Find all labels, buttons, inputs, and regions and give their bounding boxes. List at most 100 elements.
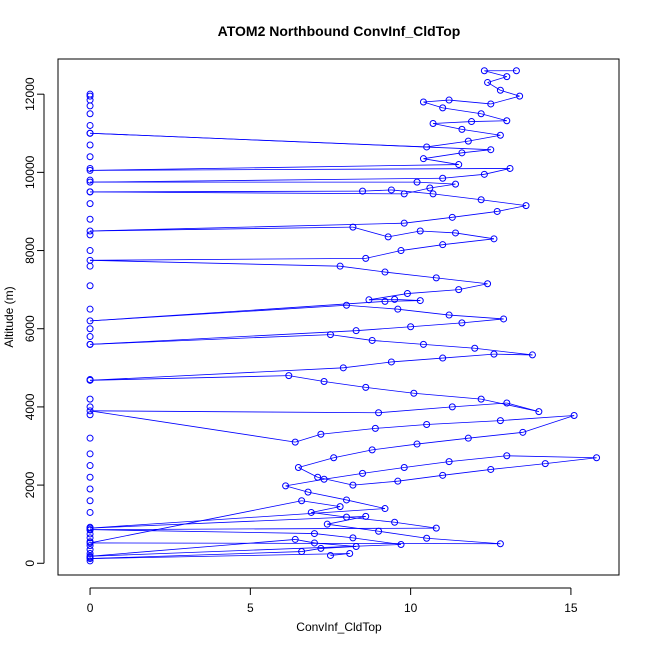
data-point (480, 170, 488, 178)
series-segment (432, 123, 462, 130)
series-segment (378, 530, 427, 539)
data-point (86, 552, 94, 560)
data-point (291, 535, 299, 543)
data-point (464, 434, 472, 442)
series-segment (90, 515, 366, 529)
data-point (519, 428, 527, 436)
zero-column-point (86, 164, 94, 172)
series-segment (404, 187, 430, 195)
x-tick-label: 0 (87, 601, 94, 615)
y-tick-label: 2000 (23, 471, 37, 498)
data-point (413, 440, 421, 448)
zero-column-point (86, 121, 94, 129)
data-point (522, 202, 530, 210)
data-point (394, 477, 402, 485)
data-point (496, 86, 504, 94)
data-point (593, 454, 601, 462)
data-point (330, 454, 338, 462)
data-point (391, 295, 399, 303)
data-point (339, 364, 347, 372)
series-segment (442, 469, 491, 476)
series-segment (449, 314, 504, 320)
data-point (452, 229, 460, 237)
data-point (285, 372, 293, 380)
series-segment (455, 232, 495, 240)
data-point (448, 213, 456, 221)
x-tick-label: 10 (404, 601, 418, 615)
data-point (487, 146, 495, 154)
data-point (484, 280, 492, 288)
zero-column-point (86, 403, 94, 411)
series-segment (90, 164, 459, 171)
data-point (490, 235, 498, 243)
data-point (528, 351, 536, 359)
y-tick-label: 4000 (23, 393, 37, 420)
x-axis: 0 5 10 15 (87, 587, 578, 615)
series-segment (461, 149, 491, 154)
zero-column-point (86, 450, 94, 458)
data-point (320, 378, 328, 385)
plot-area (86, 67, 601, 565)
data-point (86, 376, 94, 384)
data-point (512, 67, 520, 75)
series-segment (90, 508, 386, 529)
data-point (346, 550, 354, 557)
data-point (397, 247, 405, 255)
series-segment (400, 244, 443, 251)
series-segment (442, 107, 482, 115)
data-point (464, 137, 472, 145)
series-segment (490, 463, 546, 470)
data-point (343, 301, 351, 309)
series-segment (314, 533, 353, 539)
series-segment (442, 238, 495, 246)
data-point (317, 430, 325, 438)
zero-column-point (86, 231, 94, 239)
data-point (381, 297, 389, 305)
series-segment (545, 457, 597, 464)
data-point (439, 241, 447, 249)
data-point (359, 469, 367, 477)
data-point (368, 336, 376, 344)
data-point (86, 166, 94, 174)
series-segment (346, 516, 395, 523)
series-segment (298, 457, 334, 468)
series-segment (90, 551, 302, 559)
series-segment (90, 367, 344, 381)
zero-column-point (86, 434, 94, 442)
data-point (445, 311, 453, 319)
series-segment (449, 455, 507, 463)
data-point (362, 254, 370, 262)
data-point (439, 471, 447, 479)
zero-column-point (86, 485, 94, 493)
data-point (336, 503, 344, 511)
zero-column-point (86, 153, 94, 161)
data-point (365, 296, 373, 304)
zero-column-point (86, 110, 94, 118)
data-point (349, 481, 357, 489)
data-point (445, 458, 453, 466)
series-segment (368, 293, 408, 301)
data-point (381, 268, 389, 276)
data-point (477, 110, 485, 118)
series-segment (394, 299, 421, 301)
series-segment (397, 474, 443, 482)
y-tick-label: 0 (23, 560, 37, 567)
data-point (480, 67, 488, 75)
series-segment (346, 304, 398, 310)
zero-column-point (86, 557, 94, 565)
data-point (493, 207, 501, 215)
data-point (496, 131, 504, 139)
data-point (445, 96, 453, 104)
series-segment (426, 537, 501, 545)
data-point (384, 233, 392, 241)
series-segment (340, 265, 386, 273)
zero-column-point (86, 497, 94, 505)
series-segment (452, 402, 507, 408)
zero-column-point (86, 473, 94, 481)
data-point (419, 155, 427, 163)
data-point (403, 290, 411, 298)
plot-frame (57, 58, 620, 576)
series-segment (90, 226, 353, 232)
data-point (86, 524, 94, 532)
series-segment (468, 134, 501, 142)
